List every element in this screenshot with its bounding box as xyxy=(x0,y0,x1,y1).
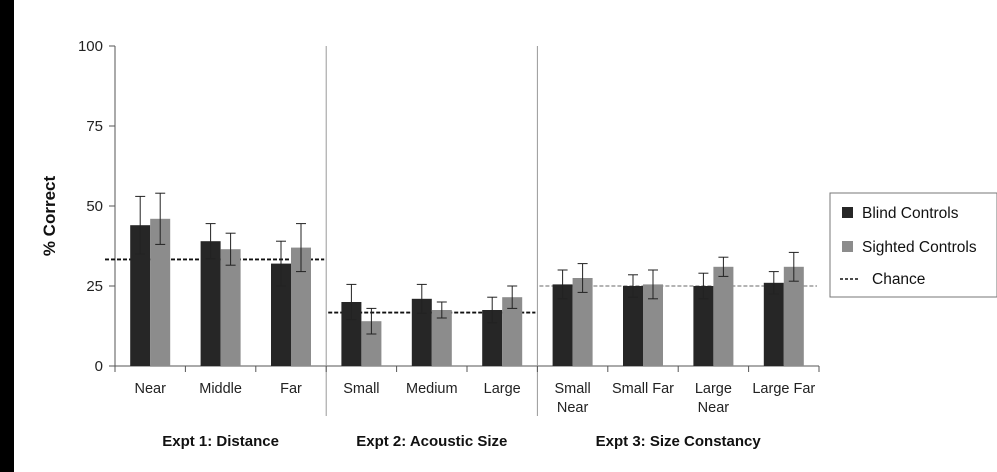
category-label-line: Near xyxy=(134,381,166,397)
legend-swatch xyxy=(842,207,853,218)
legend-swatch xyxy=(842,241,853,252)
category-label-line: Medium xyxy=(406,381,458,397)
y-tick-label: 100 xyxy=(78,38,103,55)
bar xyxy=(763,282,784,366)
category-label-line: Large xyxy=(695,381,732,397)
y-tick-label: 50 xyxy=(86,198,103,215)
category-label-line: Small xyxy=(343,381,379,397)
legend-label: Sighted Controls xyxy=(862,239,977,256)
bar xyxy=(411,298,432,366)
bar xyxy=(291,247,311,366)
category-label: Middle xyxy=(199,381,242,397)
bar xyxy=(552,284,573,366)
bar xyxy=(572,278,593,366)
category-label-line: Small xyxy=(554,381,590,397)
category-label: Small xyxy=(343,381,379,397)
bar xyxy=(693,286,714,366)
legend: Blind Controls Sighted Controls Chance xyxy=(829,192,997,298)
category-label: Large xyxy=(484,381,521,397)
bars xyxy=(130,192,804,366)
y-tick-label: 25 xyxy=(86,278,103,295)
y-tick-label: 75 xyxy=(86,118,103,135)
category-label-line: Far xyxy=(280,381,302,397)
labels: 0 25 50 75 100 Expt 1: Distance Near Middle Far E… xyxy=(78,38,815,450)
legend-label: Chance xyxy=(872,271,925,288)
y-axis-title: % Correct xyxy=(40,176,59,257)
category-label: Large Far xyxy=(752,381,815,397)
category-label: Far xyxy=(280,381,302,397)
bar xyxy=(783,266,804,366)
bar xyxy=(341,302,362,366)
category-label-line: Near xyxy=(698,400,730,416)
bar xyxy=(482,310,503,366)
group-label: Expt 3: Size Constancy xyxy=(596,433,762,450)
category-label: Near xyxy=(134,381,166,397)
legend-label: Blind Controls xyxy=(862,205,959,222)
category-label-line: Near xyxy=(557,400,589,416)
bar xyxy=(431,310,452,366)
left-border-bar xyxy=(0,0,14,472)
bar xyxy=(361,321,382,366)
category-label-line: Small Far xyxy=(612,381,674,397)
bar xyxy=(200,241,221,366)
bar xyxy=(623,286,643,366)
bar xyxy=(502,297,523,366)
category-label: Large Near xyxy=(695,381,732,416)
group-label: Expt 2: Acoustic Size xyxy=(356,433,507,450)
bar xyxy=(150,218,171,366)
bar xyxy=(643,284,663,366)
bar xyxy=(713,266,734,366)
category-label: Small Near xyxy=(554,381,590,416)
bar xyxy=(271,263,291,366)
category-label: Small Far xyxy=(612,381,674,397)
category-label-line: Middle xyxy=(199,381,242,397)
category-label-line: Large xyxy=(484,381,521,397)
y-tick-label: 0 xyxy=(95,358,103,375)
bar xyxy=(130,225,151,366)
category-label-line: Large Far xyxy=(752,381,815,397)
category-label: Medium xyxy=(406,381,458,397)
group-label: Expt 1: Distance xyxy=(162,433,279,450)
bar xyxy=(220,249,241,366)
